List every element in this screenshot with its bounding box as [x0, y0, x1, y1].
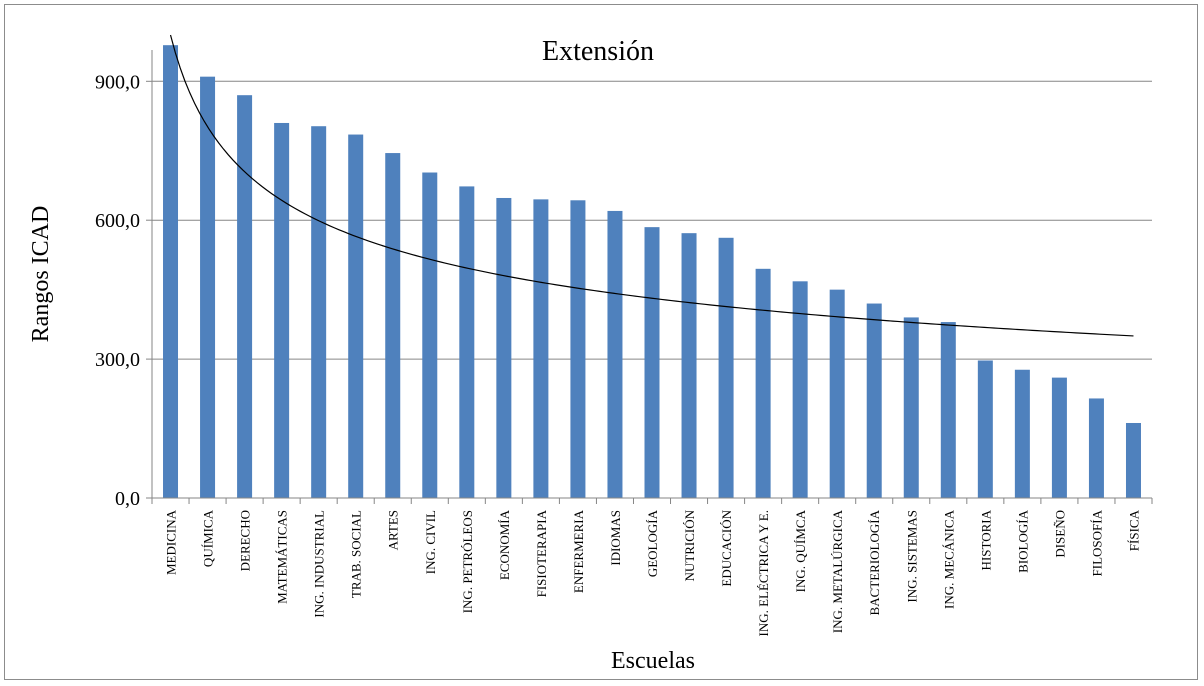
x-tick-label: MATEMÁTICAS: [275, 510, 290, 604]
bar: [496, 197, 512, 498]
x-tick-label: DISEÑO: [1052, 510, 1067, 558]
x-tick-label: DERECHO: [238, 510, 253, 571]
bar: [385, 153, 401, 498]
x-tick-label: ING. ELÉCTRICA Y E.: [756, 510, 771, 637]
x-tick-label: FISIOTERAPIA: [534, 509, 549, 597]
bar: [422, 172, 438, 499]
x-tick-label: QUÍMICA: [201, 509, 216, 567]
bar: [1014, 369, 1030, 498]
bar: [237, 95, 253, 498]
bar: [829, 289, 845, 498]
x-tick-labels: MEDICINA QUÍMICA DERECHO MATEMÁTICAS ING. IN…: [164, 509, 1142, 636]
x-tick-label: ING. METALÚRGICA: [830, 509, 845, 633]
bar: [311, 126, 327, 498]
bar: [1088, 398, 1104, 498]
bar: [274, 122, 290, 498]
bar: [940, 322, 956, 498]
x-tick-label: FÍSICA: [1127, 509, 1142, 551]
bar: [533, 199, 549, 499]
x-tick-label: EDUCACIÓN: [719, 509, 734, 586]
bar: [607, 210, 623, 498]
x-tick-label: ING. MECÁNICA: [941, 509, 956, 609]
bar: [681, 233, 697, 498]
x-tick-label: TRAB. SOCIAL: [349, 510, 364, 598]
x-tick-label: MEDICINA: [164, 509, 179, 575]
x-tick-label: ENFERMERIA: [571, 509, 586, 593]
bar: [755, 268, 771, 498]
x-tick-label: ING. SISTEMAS: [904, 510, 919, 602]
x-tick-label: GEOLOGÍA: [645, 509, 660, 577]
bar: [348, 134, 364, 499]
y-tick-label: 600,0: [95, 210, 140, 232]
x-tick-label: IDIOMAS: [608, 510, 623, 566]
bar: [200, 76, 216, 499]
y-tick-label: 900,0: [95, 71, 140, 93]
x-tick-label: NUTRICIÓN: [682, 509, 697, 581]
bar: [570, 200, 586, 498]
bar: [718, 237, 734, 498]
trendline: [169, 34, 1134, 337]
bar: [977, 360, 993, 498]
x-tick-label: ING. QUÍMCA: [793, 509, 808, 592]
trendline-layer: [169, 34, 1134, 337]
bar: [163, 45, 179, 498]
x-tick-label: ING. PETRÓLEOS: [460, 510, 475, 613]
x-tick-label: BIOLOGÍA: [1015, 509, 1030, 572]
x-tick-label: ECONOMÍA: [497, 509, 512, 580]
bar: [903, 317, 919, 498]
x-axis-title: Escuelas: [611, 648, 695, 674]
bar: [1051, 377, 1067, 498]
chart-title: Extensión: [542, 36, 654, 67]
x-tick-label: FILOSOFÍA: [1089, 509, 1104, 576]
x-tick-label: ING. INDUSTRIAL: [312, 510, 327, 618]
bar: [1125, 422, 1141, 498]
bar: [866, 303, 882, 498]
y-axis-title: Rangos ICAD: [28, 206, 54, 343]
axes: [151, 50, 1153, 504]
x-tick-label: BACTERIOLOGÍA: [867, 509, 882, 615]
bars: [163, 45, 1141, 499]
y-tick-label: 0,0: [115, 488, 140, 510]
x-tick-label: ARTES: [386, 510, 401, 550]
bar: [644, 227, 660, 498]
x-tick-label: HISTORIA: [978, 509, 993, 570]
y-tick-label: 300,0: [95, 349, 140, 371]
x-tick-label: ING. CIVIL: [423, 510, 438, 574]
bar: [792, 281, 808, 498]
y-tick-labels: 0,0 300,0 600,0 900,0: [95, 71, 140, 510]
bar: [459, 186, 475, 498]
